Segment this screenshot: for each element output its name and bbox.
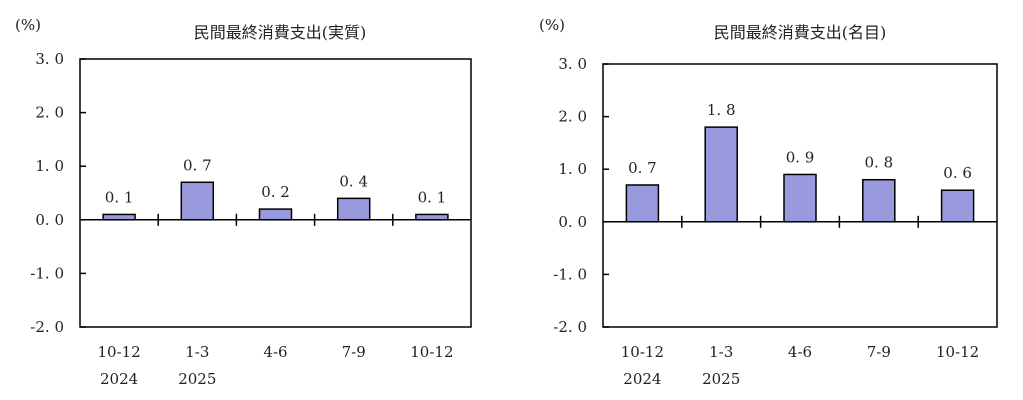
bar	[180, 181, 215, 221]
y-tick-label: 1. 0	[558, 160, 587, 178]
x-tick-label: 7-9	[342, 343, 366, 361]
data-label: 0. 7	[628, 159, 657, 177]
x-tick-label: 10-12	[621, 343, 664, 361]
x-tick-label: 1-3	[185, 343, 209, 361]
bar	[704, 126, 738, 223]
bar	[102, 213, 136, 221]
x-tick-label: 1-3	[709, 343, 733, 361]
y-tick-label: 1. 0	[35, 157, 64, 175]
plot-area	[79, 58, 472, 328]
x-year-label: 2024	[623, 370, 661, 388]
x-tick-label: 10-12	[410, 343, 453, 361]
data-label: 0. 1	[418, 188, 447, 206]
x-tick-label: 7-9	[867, 343, 891, 361]
data-label: 0. 2	[261, 183, 290, 201]
y-tick-label: 3. 0	[35, 50, 64, 68]
plot-area	[602, 63, 998, 328]
x-year-label: 2025	[178, 370, 216, 388]
data-label: 0. 1	[105, 188, 134, 206]
x-tick-label: 10-12	[97, 343, 140, 361]
y-axis-unit: (%)	[539, 16, 565, 34]
y-tick-label: 0. 0	[35, 211, 64, 229]
x-year-label: 2024	[100, 370, 138, 388]
y-axis-unit: (%)	[15, 16, 41, 34]
y-tick-label: -1. 0	[30, 264, 64, 282]
data-label: 0. 7	[183, 156, 212, 174]
bar	[862, 178, 896, 223]
y-tick-label: 3. 0	[558, 55, 587, 73]
y-tick-label: 2. 0	[35, 104, 64, 122]
bar	[415, 213, 449, 221]
bar	[783, 173, 817, 223]
bar	[258, 208, 293, 221]
data-label: 0. 6	[943, 164, 972, 182]
y-tick-label: -2. 0	[30, 318, 64, 336]
data-label: 1. 8	[707, 101, 736, 119]
y-tick-label: 0. 0	[558, 213, 587, 231]
x-tick-label: 10-12	[936, 343, 979, 361]
data-label: 0. 9	[786, 148, 815, 166]
data-label: 0. 4	[339, 172, 368, 190]
y-tick-label: -1. 0	[553, 265, 587, 283]
x-tick-label: 4-6	[788, 343, 812, 361]
y-tick-label: -2. 0	[553, 318, 587, 336]
chart-title: 民間最終消費支出(名目)	[714, 23, 887, 42]
bar	[940, 189, 975, 223]
y-tick-label: 2. 0	[558, 108, 587, 126]
chart-title: 民間最終消費支出(実質)	[194, 23, 367, 42]
x-tick-label: 4-6	[263, 343, 287, 361]
bar	[625, 184, 660, 223]
bar	[336, 197, 371, 221]
data-label: 0. 8	[864, 154, 893, 172]
x-year-label: 2025	[702, 370, 740, 388]
